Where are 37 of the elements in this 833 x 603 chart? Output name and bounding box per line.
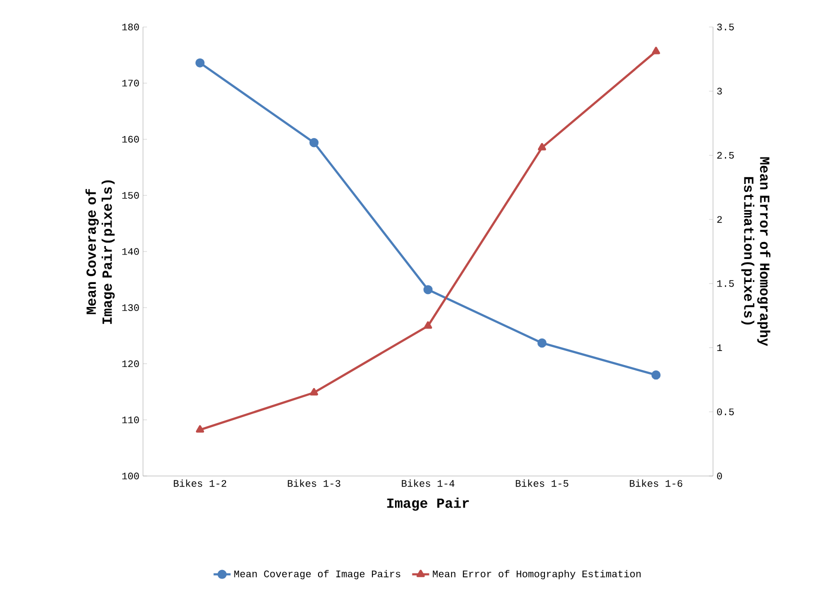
legend-label: Mean Coverage of Image Pairs: [234, 570, 400, 580]
y2-tick-label: 3.5: [717, 24, 734, 30]
y2-tick-label: 1.5: [717, 280, 734, 287]
y2-tick-label: 0: [717, 472, 722, 480]
point: [196, 425, 204, 433]
y2-tick-label: 2: [717, 216, 722, 223]
x-tick-label: Bikes 1-2: [174, 480, 226, 487]
x-axis-title: Image Pair: [387, 498, 469, 511]
y-tick-label: 130: [122, 304, 139, 311]
point: [651, 370, 661, 380]
y2-axis-title: Mean Error of Homography Estimation(pixels): [741, 157, 770, 346]
y-tick-label: 120: [122, 360, 139, 368]
y2-tick-label: 1: [717, 344, 722, 351]
point: [195, 58, 205, 68]
y-tick-label: 160: [122, 136, 139, 143]
y2-tick-label: 3: [717, 88, 722, 95]
point: [537, 338, 547, 348]
legend-label: Mean Error of Homography Estimation: [432, 570, 641, 580]
y2-tick-label: 0.5: [717, 408, 734, 416]
y-tick-label: 100: [122, 472, 139, 480]
y-tick-label: 180: [122, 24, 139, 30]
y-tick-label: 170: [122, 80, 139, 86]
x-tick-label: Bikes 1-4: [402, 480, 454, 487]
x-tick-label: Bikes 1-3: [288, 480, 340, 487]
point: [423, 285, 433, 294]
y-tick-label: 110: [122, 416, 139, 424]
point: [309, 138, 319, 148]
y2-tick-label: 2.5: [717, 152, 734, 159]
point: [424, 321, 432, 329]
point: [652, 46, 660, 54]
y-tick-label: 150: [122, 192, 139, 199]
x-tick-label: Bikes 1-5: [516, 480, 568, 487]
x-tick-label: Bikes 1-6: [630, 480, 682, 487]
point: [310, 388, 318, 396]
y-tick-label: 140: [122, 248, 139, 255]
point: [538, 143, 546, 150]
y-axis-title: Mean Coverage of Image Pair(pixels): [85, 180, 115, 324]
